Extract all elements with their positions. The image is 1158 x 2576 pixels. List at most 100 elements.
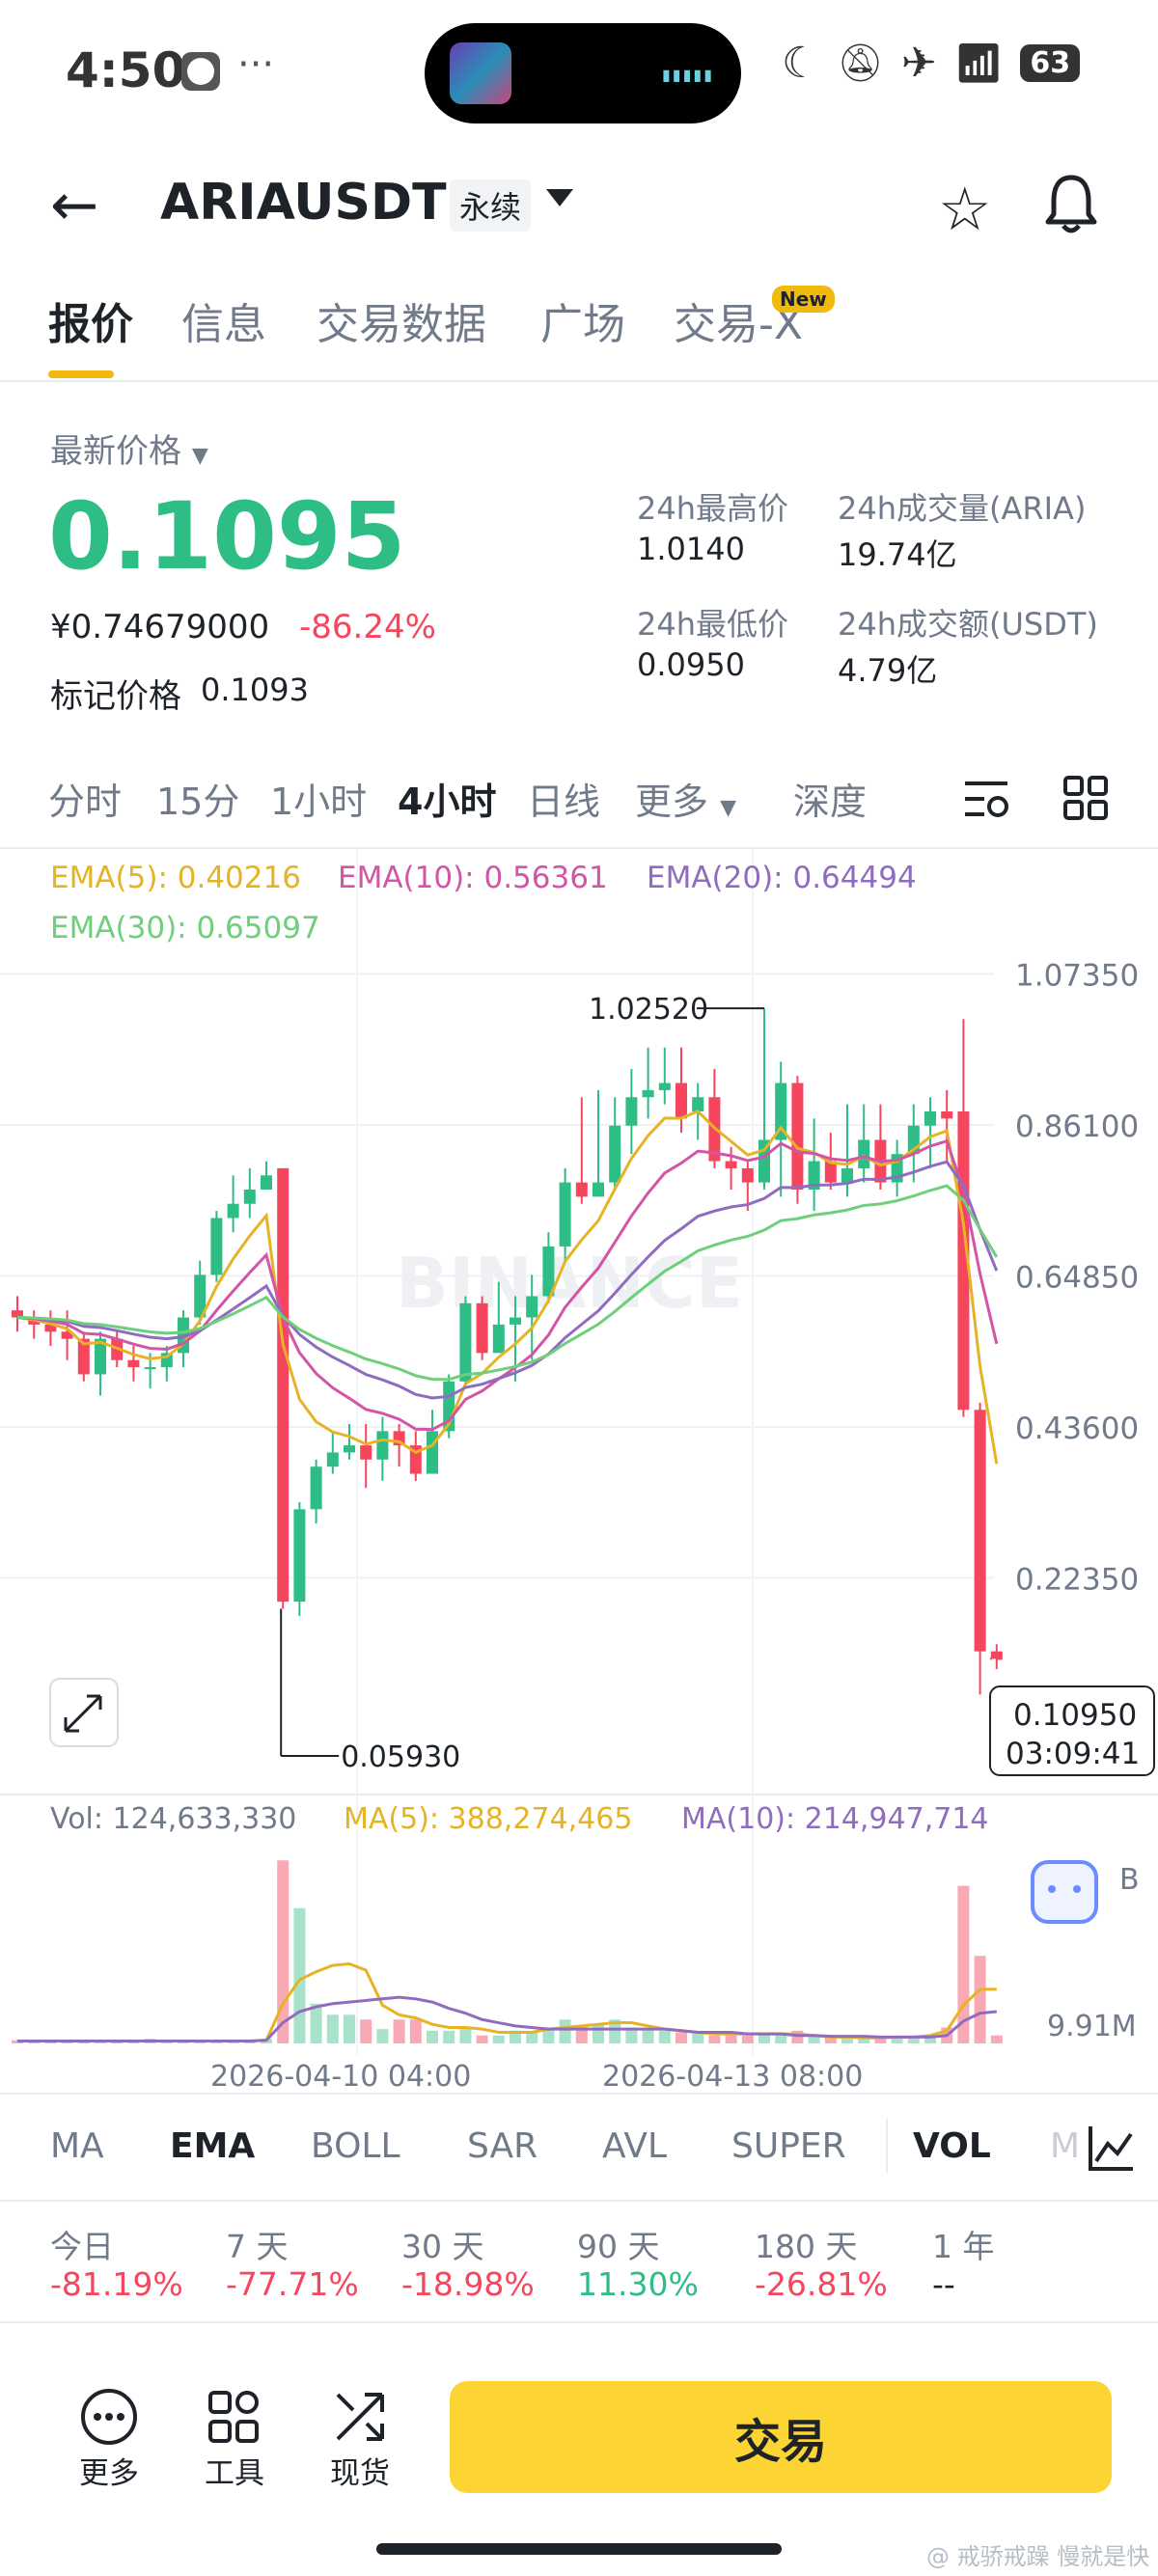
tools-icon[interactable] [205, 2387, 264, 2451]
symbol-title[interactable]: ARIAUSDT [160, 174, 447, 232]
last-price-label[interactable]: 最新价格 ▼ [50, 432, 208, 471]
candle-body [559, 1182, 571, 1247]
volume-bar [758, 2034, 770, 2043]
candle-body [593, 1182, 604, 1197]
volume-bar [344, 2014, 355, 2043]
indicator-vol[interactable]: VOL [913, 2126, 991, 2166]
wifi-icon: 📶︎ [953, 41, 1004, 86]
favorite-star-icon[interactable]: ☆ [938, 174, 992, 244]
trade-button[interactable]: 交易 [450, 2381, 1112, 2493]
battery-indicator: 63 [1020, 44, 1081, 82]
volume-bar [642, 2029, 654, 2043]
ema20-line [16, 1160, 999, 1400]
volume-bar [326, 2014, 339, 2043]
candle-body [658, 1082, 671, 1090]
indicator-ema[interactable]: EMA [170, 2126, 256, 2166]
interval-time-share[interactable]: 分时 [48, 781, 123, 823]
notification-bell-icon[interactable] [1042, 172, 1100, 239]
ema20-legend: EMA(20): 0.64494 [647, 861, 917, 895]
candle-body [144, 1367, 156, 1370]
candle-body [427, 1431, 438, 1474]
ema30-legend: EMA(30): 0.65097 [50, 911, 320, 945]
indicator-avl[interactable]: AVL [602, 2126, 668, 2166]
tab-square[interactable]: 广场 [540, 300, 625, 349]
interval-more[interactable]: 更多 ▼ [635, 781, 737, 823]
volume-bar [708, 2035, 721, 2043]
candle-body [243, 1190, 256, 1204]
turnover-24h-value: 4.79亿 [838, 652, 938, 689]
volume-bar [725, 2034, 737, 2043]
volume-bar [77, 2042, 90, 2043]
candle-body [459, 1302, 472, 1382]
ema30-line [16, 1184, 999, 1382]
indicator-divider [0, 2200, 1158, 2202]
interval-4h[interactable]: 4小时 [398, 781, 497, 823]
caret-down-icon: ▼ [720, 796, 737, 820]
candle-body [990, 1651, 1003, 1659]
volume-bar [990, 2035, 1003, 2043]
chart-settings-icon[interactable] [963, 778, 1011, 824]
candle-body [824, 1161, 837, 1183]
more-label[interactable]: 更多 [79, 2456, 139, 2491]
candle-body [95, 1338, 106, 1375]
kline-chart[interactable]: BINANCE 1.073500.861000.648500.436000.22… [0, 849, 1158, 2103]
volume-bar [95, 2042, 106, 2043]
spot-label[interactable]: 现货 [330, 2456, 390, 2491]
more-icon[interactable] [79, 2387, 139, 2451]
footer-watermark: @ 戒骄戒躁 慢就是快 [926, 2543, 1150, 2570]
perf-value: -- [932, 2265, 955, 2303]
interval-15m[interactable]: 15分 [156, 781, 240, 823]
volume-bar [609, 2019, 621, 2043]
indicator-sar[interactable]: SAR [467, 2126, 538, 2166]
interval-divider [0, 847, 1158, 849]
candle-body [326, 1452, 339, 1467]
new-badge: New [772, 286, 835, 313]
candle-countdown: 03:09:41 [1006, 1737, 1140, 1771]
tab-info[interactable]: 信息 [181, 300, 266, 349]
symbol-dropdown-caret-icon[interactable] [546, 189, 573, 206]
volume-bar [427, 2030, 438, 2043]
back-arrow-icon[interactable]: ← [50, 172, 99, 239]
indicator-super[interactable]: SUPER [731, 2126, 846, 2166]
interval-1d[interactable]: 日线 [527, 781, 601, 823]
ema5-legend: EMA(5): 0.40216 [50, 861, 301, 895]
perf-value: -18.98% [401, 2265, 535, 2303]
candle-body [492, 1324, 505, 1354]
price-axis-tick: 0.86100 [1015, 1110, 1139, 1144]
volume-ma-group [17, 1961, 997, 2043]
candle-body [858, 1139, 870, 1168]
extreme-markers: 1.02520 0.05930 [280, 993, 1003, 1774]
candle-body [360, 1445, 372, 1460]
tab-trading-data[interactable]: 交易数据 [317, 300, 486, 349]
chart-gridlines [0, 849, 994, 2055]
interval-depth[interactable]: 深度 [793, 781, 868, 823]
indicator-m[interactable]: M [1050, 2126, 1081, 2166]
candle-body [77, 1338, 90, 1375]
clock-icon [181, 52, 220, 91]
spot-icon[interactable] [330, 2387, 390, 2451]
price-axis-labels: 1.07350 0.86100 0.64850 0.43600 0.22350 [1015, 959, 1139, 1598]
status-icons: ☾ 🔕︎ ✈︎ 📶︎ 63 [782, 39, 1081, 88]
tools-label[interactable]: 工具 [205, 2456, 264, 2491]
mute-bell-icon: 🔕︎ [837, 41, 884, 84]
candle-body [941, 1111, 953, 1119]
volume-bar [891, 2039, 903, 2043]
layout-grid-icon[interactable] [1063, 776, 1108, 824]
perf-period: 30 天 [401, 2228, 484, 2265]
interval-1h[interactable]: 1小时 [270, 781, 368, 823]
indicator-ma[interactable]: MA [50, 2126, 104, 2166]
status-more-dots: ··· [237, 42, 275, 87]
home-indicator[interactable] [376, 2543, 782, 2555]
high-24h-label: 24h最高价 [637, 490, 789, 527]
volume-bar [858, 2039, 870, 2043]
candle-body [376, 1431, 389, 1460]
tab-quote[interactable]: 报价 [48, 300, 133, 349]
indicator-boll[interactable]: BOLL [311, 2126, 400, 2166]
volume-bar [559, 2019, 571, 2043]
vol-ma10-line [17, 1995, 997, 2043]
indicator-chart-icon[interactable] [1087, 2123, 1137, 2177]
volume-24h-value: 19.74亿 [838, 536, 957, 573]
volume-bar [111, 2042, 124, 2043]
candle-body [127, 1359, 140, 1368]
volume-axis-label: 9.91M [1047, 2010, 1137, 2043]
